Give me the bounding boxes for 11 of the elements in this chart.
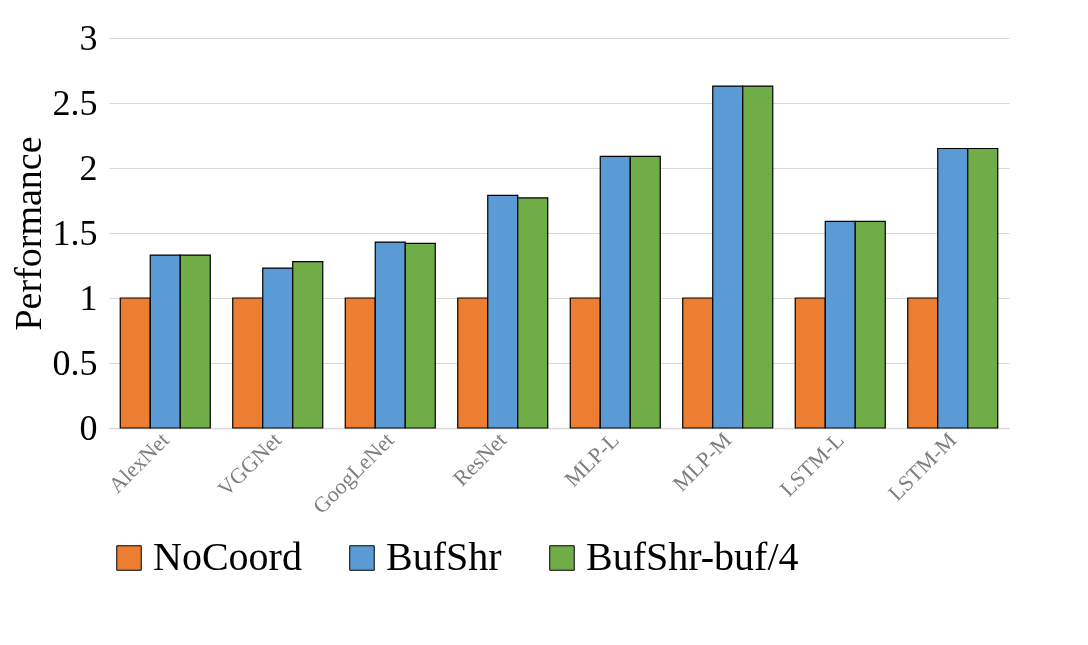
y-tick-label: 1: [79, 277, 98, 318]
legend-label: BufShr-buf/4: [586, 534, 799, 579]
y-tick-label: 0: [79, 407, 98, 448]
y-tick-label: 2.5: [52, 82, 98, 123]
legend-label: BufShr: [386, 534, 502, 579]
y-tick-label: 3: [79, 17, 98, 58]
y-tick-label: 0.5: [52, 342, 98, 383]
legend-label: NoCoord: [153, 534, 302, 579]
y-axis-title: Performance: [6, 136, 49, 331]
y-tick-label: 2: [79, 147, 98, 188]
y-tick-label: 1.5: [52, 212, 98, 253]
